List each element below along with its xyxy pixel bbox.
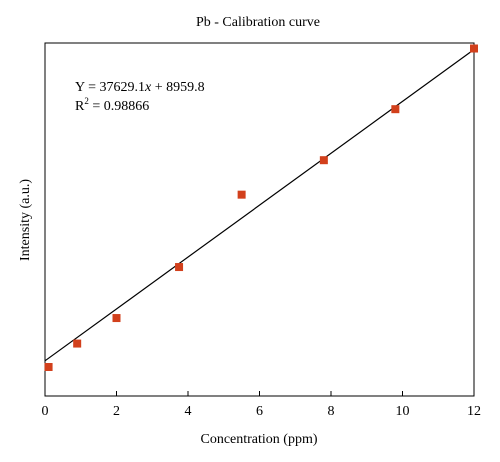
x-tick-label: 0 (42, 404, 49, 419)
data-point (73, 339, 82, 348)
x-tick-label: 10 (396, 404, 410, 419)
x-tick-label: 2 (113, 404, 120, 419)
data-point (319, 156, 328, 165)
fit-line (44, 49, 475, 362)
data-point (470, 44, 478, 53)
x-tick-label: 12 (467, 404, 481, 419)
x-axis: 0 2 4 6 8 10 12 (42, 391, 481, 419)
data-point (44, 363, 53, 371)
data-point (391, 105, 400, 114)
x-tick-label: 4 (185, 404, 192, 419)
x-tick-label: 8 (328, 404, 335, 419)
data-points (44, 44, 478, 371)
data-point (175, 263, 184, 272)
fit-equation: Y = 37629.1x + 8959.8 (75, 80, 205, 95)
data-point (112, 314, 121, 323)
y-axis-label: Intensity (a.u.) (18, 179, 33, 261)
x-tick-label: 6 (256, 404, 263, 419)
x-axis-label: Concentration (ppm) (200, 432, 317, 447)
chart-title: Pb - Calibration curve (196, 15, 320, 30)
r-squared: R2 = 0.98866 (75, 96, 149, 114)
data-point (237, 190, 246, 199)
